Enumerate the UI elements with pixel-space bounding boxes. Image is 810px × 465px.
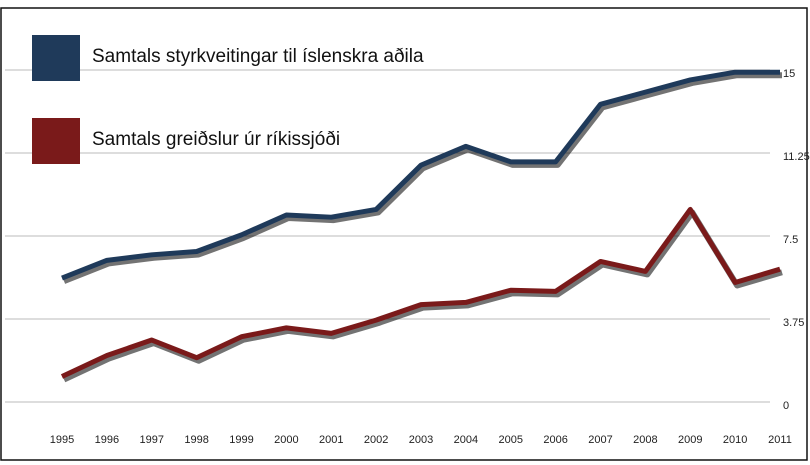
x-tick-label: 2011 [768,434,792,446]
x-tick-label: 2002 [364,434,388,446]
legend-label: Samtals styrkveitingar til íslenskra aði… [92,46,424,67]
x-tick-label: 2001 [319,434,343,446]
y-tick-label: 11.25 [783,151,810,163]
frame [0,7,808,461]
x-tick-label: 1995 [50,434,74,446]
x-tick-label: 2004 [454,434,478,446]
x-tick-label: 2007 [588,434,612,446]
y-tick-label: 15 [783,68,795,80]
legend-swatch [32,35,80,81]
x-tick-label: 2003 [409,434,433,446]
x-tick-label: 2010 [723,434,747,446]
line-shadow [62,72,782,284]
x-tick-label: 1998 [184,434,208,446]
x-tick-label: 1996 [95,434,119,446]
x-tick-label: 2006 [543,434,567,446]
x-tick-label: 2005 [499,434,523,446]
legend-swatch [32,118,80,164]
series-line [60,206,781,379]
x-tick-label: 2008 [633,434,657,446]
series-line [61,69,780,281]
legend-label: Samtals greiðslur úr ríkissjóði [92,129,340,150]
x-tick-label: 2000 [274,434,298,446]
y-tick-label: 0 [783,400,789,412]
y-tick-label: 7.5 [783,234,798,246]
x-tick-label: 1997 [140,434,164,446]
x-tick-label: 1999 [229,434,253,446]
y-tick-label: 3.75 [783,317,804,329]
x-tick-label: 2009 [678,434,702,446]
